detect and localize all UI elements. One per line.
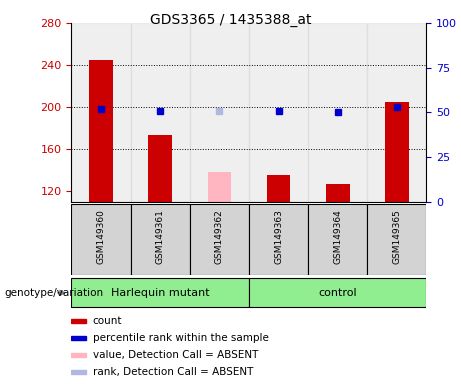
Text: genotype/variation: genotype/variation — [5, 288, 104, 298]
Text: percentile rank within the sample: percentile rank within the sample — [93, 333, 269, 343]
Text: value, Detection Call = ABSENT: value, Detection Call = ABSENT — [93, 350, 258, 360]
Bar — [71, 370, 86, 374]
Bar — [249, 278, 426, 308]
Text: GSM149360: GSM149360 — [96, 209, 106, 264]
Bar — [71, 336, 86, 340]
Bar — [148, 136, 172, 202]
Bar — [367, 23, 426, 202]
Text: GDS3365 / 1435388_at: GDS3365 / 1435388_at — [150, 13, 311, 27]
Bar — [367, 204, 426, 275]
Text: GSM149362: GSM149362 — [215, 209, 224, 264]
Bar — [130, 204, 190, 275]
Bar — [71, 23, 130, 202]
Bar — [71, 204, 130, 275]
Bar — [308, 23, 367, 202]
Bar — [207, 172, 231, 202]
Text: GSM149365: GSM149365 — [392, 209, 402, 264]
Text: GSM149364: GSM149364 — [333, 209, 342, 264]
Text: GSM149363: GSM149363 — [274, 209, 283, 264]
Bar — [130, 23, 190, 202]
Text: rank, Detection Call = ABSENT: rank, Detection Call = ABSENT — [93, 367, 253, 377]
Bar — [249, 204, 308, 275]
Bar — [385, 102, 408, 202]
Text: GSM149361: GSM149361 — [156, 209, 165, 264]
Text: Harlequin mutant: Harlequin mutant — [111, 288, 209, 298]
Bar — [326, 184, 349, 202]
Text: count: count — [93, 316, 122, 326]
Bar — [266, 175, 290, 202]
Bar — [190, 204, 249, 275]
Bar — [308, 204, 367, 275]
Text: control: control — [319, 288, 357, 298]
Bar — [71, 278, 249, 308]
Bar — [249, 23, 308, 202]
Bar — [71, 319, 86, 323]
Bar — [89, 60, 113, 202]
Bar — [190, 23, 249, 202]
Bar — [71, 353, 86, 357]
